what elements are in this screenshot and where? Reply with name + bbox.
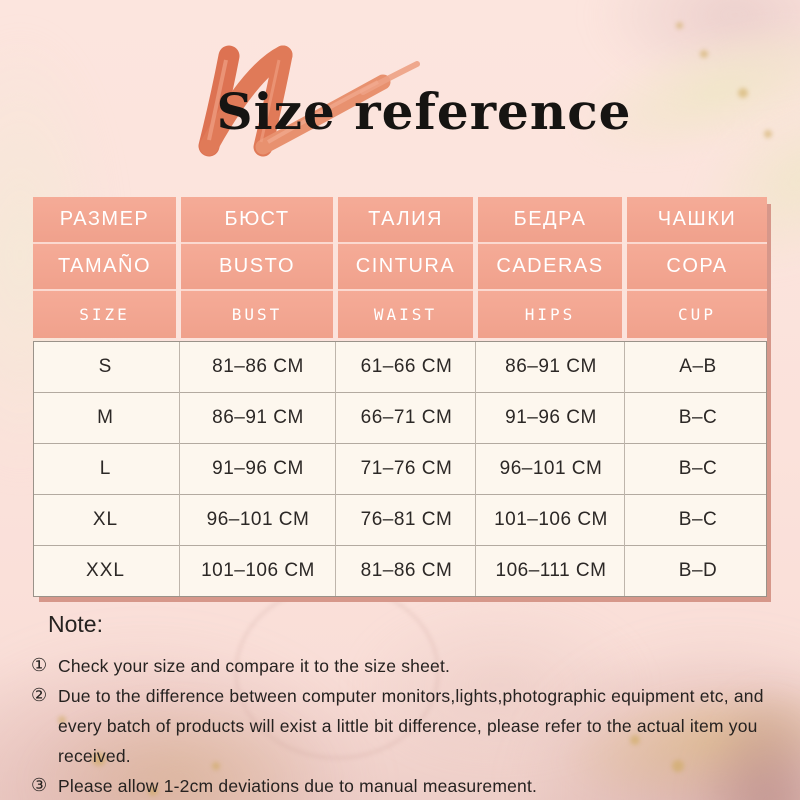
- header-cell: БЮСТ: [181, 197, 333, 244]
- table-body: S 81–86 CM 61–66 CM 86–91 CM A–B M 86–91…: [33, 341, 767, 597]
- cell-size: L: [99, 458, 112, 479]
- cell-size: M: [97, 407, 114, 428]
- cell-bust: 91–96 CM: [212, 458, 304, 479]
- cell-waist: 71–76 CM: [360, 458, 453, 479]
- size-table: РАЗМЕР БЮСТ ТАЛИЯ БЕДРА ЧАШКИ TAMAÑO BUS…: [33, 197, 767, 597]
- cell-hips: 86–91 CM: [505, 356, 597, 377]
- header-cell: BUST: [181, 291, 333, 338]
- cell-hips: 101–106 CM: [494, 509, 608, 530]
- column-divider: [624, 342, 625, 596]
- gold-fleck: [700, 50, 708, 58]
- header-cell: COPA: [627, 244, 767, 291]
- header-row-spanish: TAMAÑO BUSTO CINTURA CADERAS COPA: [33, 244, 767, 291]
- header-cell: WAIST: [338, 291, 473, 338]
- column-divider: [179, 342, 180, 596]
- cell-cup: A–B: [679, 356, 717, 377]
- cell-waist: 61–66 CM: [360, 356, 453, 377]
- table-row: XL 96–101 CM 76–81 CM 101–106 CM B–C: [34, 494, 766, 545]
- table-row: S 81–86 CM 61–66 CM 86–91 CM A–B: [34, 342, 766, 392]
- gold-fleck: [212, 762, 220, 770]
- header-cell: HIPS: [478, 291, 622, 338]
- notes-heading: Note:: [48, 611, 103, 637]
- gold-fleck: [676, 22, 683, 29]
- table-row: M 86–91 CM 66–71 CM 91–96 CM B–C: [34, 392, 766, 443]
- note-marker: ①: [31, 655, 48, 676]
- column-divider: [335, 342, 336, 596]
- cell-hips: 96–101 CM: [499, 458, 603, 479]
- cell-bust: 81–86 CM: [212, 356, 304, 377]
- header-cell: CADERAS: [478, 244, 622, 291]
- header-cell: ТАЛИЯ: [338, 197, 473, 244]
- table-row: XXL 101–106 CM 81–86 CM 106–111 CM B–D: [34, 545, 766, 596]
- gold-fleck: [764, 130, 772, 138]
- cell-size: XL: [92, 509, 119, 530]
- cell-size: S: [98, 356, 113, 377]
- header-row-russian: РАЗМЕР БЮСТ ТАЛИЯ БЕДРА ЧАШКИ: [33, 197, 767, 244]
- header-cell: ЧАШКИ: [627, 197, 767, 244]
- header-cell: SIZE: [33, 291, 176, 338]
- cell-hips: 106–111 CM: [495, 560, 607, 581]
- page-title: Size reference: [216, 82, 632, 141]
- gold-fleck: [672, 760, 684, 772]
- gold-fleck: [630, 735, 640, 745]
- cell-cup: B–C: [678, 407, 718, 428]
- cell-waist: 81–86 CM: [360, 560, 453, 581]
- cell-waist: 66–71 CM: [360, 407, 453, 428]
- header-cell: РАЗМЕР: [33, 197, 176, 244]
- cell-cup: B–C: [678, 458, 718, 479]
- note-item: ① Check your size and compare it to the …: [31, 651, 784, 681]
- note-marker: ②: [31, 685, 48, 706]
- cell-hips: 91–96 CM: [505, 407, 597, 428]
- note-text: Due to the difference between computer m…: [58, 686, 764, 766]
- note-text: Please allow 1-2cm deviations due to man…: [58, 776, 538, 796]
- header-cell: CUP: [627, 291, 767, 338]
- gold-fleck: [58, 716, 66, 724]
- cell-size: XXL: [86, 560, 125, 581]
- cell-waist: 76–81 CM: [360, 509, 453, 530]
- header-cell: TAMAÑO: [33, 244, 176, 291]
- column-divider: [475, 342, 476, 596]
- header-cell: BUSTO: [181, 244, 333, 291]
- cell-cup: B–C: [678, 509, 718, 530]
- header-cell: БЕДРА: [478, 197, 622, 244]
- gold-fleck: [148, 786, 158, 796]
- table-header: РАЗМЕР БЮСТ ТАЛИЯ БЕДРА ЧАШКИ TAMAÑO BUS…: [33, 197, 767, 338]
- cell-bust: 101–106 CM: [201, 560, 315, 581]
- gold-fleck: [92, 752, 106, 766]
- header-row-english: SIZE BUST WAIST HIPS CUP: [33, 291, 767, 338]
- note-text: Check your size and compare it to the si…: [58, 656, 451, 676]
- gold-fleck: [738, 88, 748, 98]
- note-item: ③ Please allow 1-2cm deviations due to m…: [31, 771, 784, 800]
- cell-bust: 86–91 CM: [212, 407, 304, 428]
- table-row: L 91–96 CM 71–76 CM 96–101 CM B–C: [34, 443, 766, 494]
- cell-cup: B–D: [678, 560, 718, 581]
- note-marker: ③: [31, 775, 48, 796]
- texture-mauve-top-right: [595, 0, 800, 90]
- notes-section: Note: ① Check your size and compare it t…: [31, 611, 784, 800]
- header-cell: CINTURA: [338, 244, 473, 291]
- note-item: ② Due to the difference between computer…: [31, 681, 784, 771]
- cell-bust: 96–101 CM: [206, 509, 310, 530]
- brush-stroke-icon: [198, 45, 420, 157]
